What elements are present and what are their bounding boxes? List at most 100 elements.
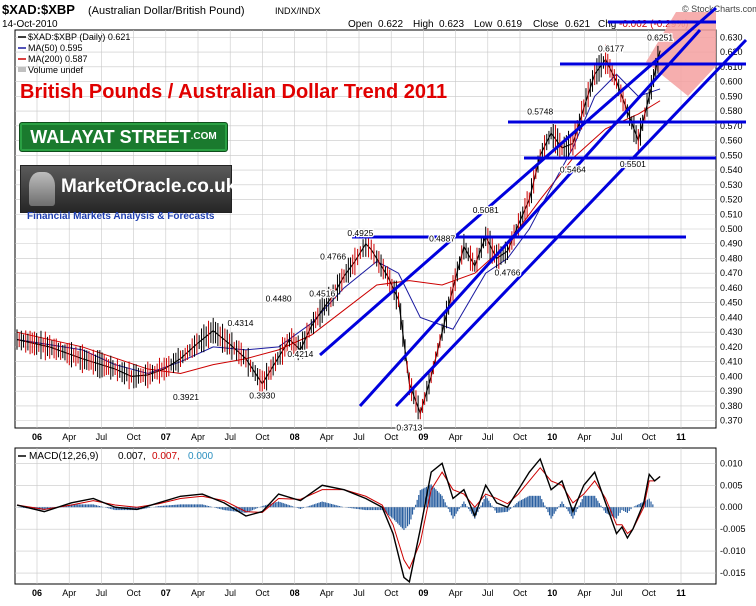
chg-label: Chg xyxy=(598,19,616,30)
y-tick-label: 0.000 xyxy=(720,502,743,512)
x-tick-label: 11 xyxy=(676,432,686,442)
macd-panel-frame xyxy=(14,447,717,585)
y-tick-label: 0.590 xyxy=(720,91,743,101)
macd-signal-line xyxy=(16,466,661,570)
y-tick-label: 0.420 xyxy=(720,342,743,352)
x-tick-label: 08 xyxy=(290,588,300,598)
price-annotation: 0.3921 xyxy=(173,392,199,402)
macd-series xyxy=(16,457,661,584)
x-tick-label: 06 xyxy=(32,432,42,442)
x-tick-label: 10 xyxy=(547,588,557,598)
x-tick-label: Jul xyxy=(224,432,236,442)
y-tick-label: 0.550 xyxy=(720,150,743,160)
macd-legend: MACD(12,26,9) 0.007, 0.007, 0.000 xyxy=(18,451,213,462)
close-value: 0.621 xyxy=(565,19,590,30)
x-tick-label: Jul xyxy=(482,432,494,442)
price-annotation: 0.3713 xyxy=(396,423,422,433)
low-value: 0.619 xyxy=(497,19,522,30)
price-annotation: 0.4314 xyxy=(227,318,253,328)
y-tick-label: 0.520 xyxy=(720,195,743,205)
high-label: High xyxy=(413,19,434,30)
y-tick-label: 0.450 xyxy=(720,298,743,308)
legend-volume-swatch xyxy=(18,67,26,72)
y-tick-label: 0.470 xyxy=(720,268,743,278)
open-label: Open xyxy=(348,19,372,30)
x-tick-label: Apr xyxy=(191,432,205,442)
x-tick-label: Jul xyxy=(353,432,365,442)
price-annotation: 0.4214 xyxy=(287,349,313,359)
high-value: 0.623 xyxy=(439,19,464,30)
marketoracle-logo: MarketOracle.co.uk xyxy=(20,165,236,213)
x-tick-label: Oct xyxy=(513,588,528,598)
macd-line xyxy=(16,457,661,584)
low-label: Low xyxy=(474,19,493,30)
x-tick-label: 06 xyxy=(32,588,42,598)
x-tick-label: Oct xyxy=(384,432,399,442)
walayat-domain: .COM xyxy=(190,131,217,142)
x-tick-label: 07 xyxy=(161,432,171,442)
price-annotation: 0.4766 xyxy=(320,251,346,261)
y-tick-label: 0.370 xyxy=(720,416,743,426)
price-annotation: 0.4480 xyxy=(266,294,292,304)
y-tick-label: 0.570 xyxy=(720,121,743,131)
x-tick-label: Oct xyxy=(642,432,657,442)
price-legend: $XAD:$XBP (Daily) 0.621 MA(50) 0.595 MA(… xyxy=(18,32,130,75)
y-tick-label: -0.005 xyxy=(720,524,746,534)
y-tick-label: -0.010 xyxy=(720,546,746,556)
macd-histogram xyxy=(18,484,654,531)
close-label: Close xyxy=(533,19,559,30)
x-tick-label: Apr xyxy=(62,432,76,442)
y-tick-label: 0.410 xyxy=(720,357,743,367)
x-tick-label: Jul xyxy=(96,588,108,598)
marketoracle-name: MarketOracle.co.uk xyxy=(61,176,237,197)
x-tick-label: Oct xyxy=(513,432,528,442)
price-x-axis: 06 Apr Jul Oct 07 Apr Jul Oct 08 Apr Jul Oct 09 Apr Ju… xyxy=(32,432,686,442)
walayat-name: WALAYAT STREET xyxy=(30,127,191,147)
x-tick-label: Oct xyxy=(642,588,657,598)
x-tick-label: Jul xyxy=(611,432,623,442)
chart-title: British Pounds / Australian Dollar Trend… xyxy=(20,81,447,103)
price-annotation: 0.6177 xyxy=(598,44,624,54)
stockcharts-credit: © StockCharts.com xyxy=(682,4,756,14)
y-tick-label: 0.630 xyxy=(720,32,743,42)
x-tick-label: Jul xyxy=(353,588,365,598)
channel-middle-line xyxy=(358,28,702,408)
price-annotation: 0.4925 xyxy=(347,228,373,238)
x-tick-label: 07 xyxy=(161,588,171,598)
legend-ma50: MA(50) 0.595 xyxy=(28,43,83,53)
macd-legend-hist: 0.000 xyxy=(188,451,213,462)
x-tick-label: Apr xyxy=(320,432,334,442)
price-annotation: 0.6251 xyxy=(647,33,673,43)
x-tick-label: 09 xyxy=(418,588,428,598)
y-tick-label: 0.580 xyxy=(720,106,743,116)
x-tick-label: Oct xyxy=(384,588,399,598)
x-tick-label: Apr xyxy=(191,588,205,598)
x-tick-label: Apr xyxy=(449,432,463,442)
header-description: (Australian Dollar/British Pound) xyxy=(88,5,245,17)
y-tick-label: 0.460 xyxy=(720,283,743,293)
macd-x-axis: 06 Apr Jul Oct 07 Apr Jul Oct 08 Apr Jul Oct 09 Apr Ju… xyxy=(32,588,686,598)
y-tick-label: 0.400 xyxy=(720,371,743,381)
y-tick-label: 0.530 xyxy=(720,180,743,190)
x-tick-label: Oct xyxy=(127,432,142,442)
x-tick-label: Jul xyxy=(96,432,108,442)
header-exchange: INDX/INDX xyxy=(275,6,321,16)
macd-legend-signal: 0.007, xyxy=(152,451,180,462)
price-annotations: 0.3921 0.3930 0.4314 0.4480 0.4214 0.4516 0.47… xyxy=(172,31,675,434)
y-tick-label: 0.010 xyxy=(720,458,743,468)
y-tick-label: 0.430 xyxy=(720,327,743,337)
price-annotation: 0.4887 xyxy=(429,234,455,244)
price-annotation: 0.5748 xyxy=(527,107,553,117)
y-tick-label: 0.540 xyxy=(720,165,743,175)
y-tick-label: 0.600 xyxy=(720,77,743,87)
macd-legend-label: MACD(12,26,9) xyxy=(29,451,98,462)
x-tick-label: Apr xyxy=(577,432,591,442)
x-tick-label: 09 xyxy=(418,432,428,442)
y-tick-label: 0.560 xyxy=(720,136,743,146)
y-tick-label: 0.500 xyxy=(720,224,743,234)
x-tick-label: Jul xyxy=(611,588,623,598)
chg-value: -0.002 (-0.29%) xyxy=(619,19,688,30)
channel-lower-line xyxy=(394,38,748,408)
price-annotation: 0.4766 xyxy=(495,267,521,277)
